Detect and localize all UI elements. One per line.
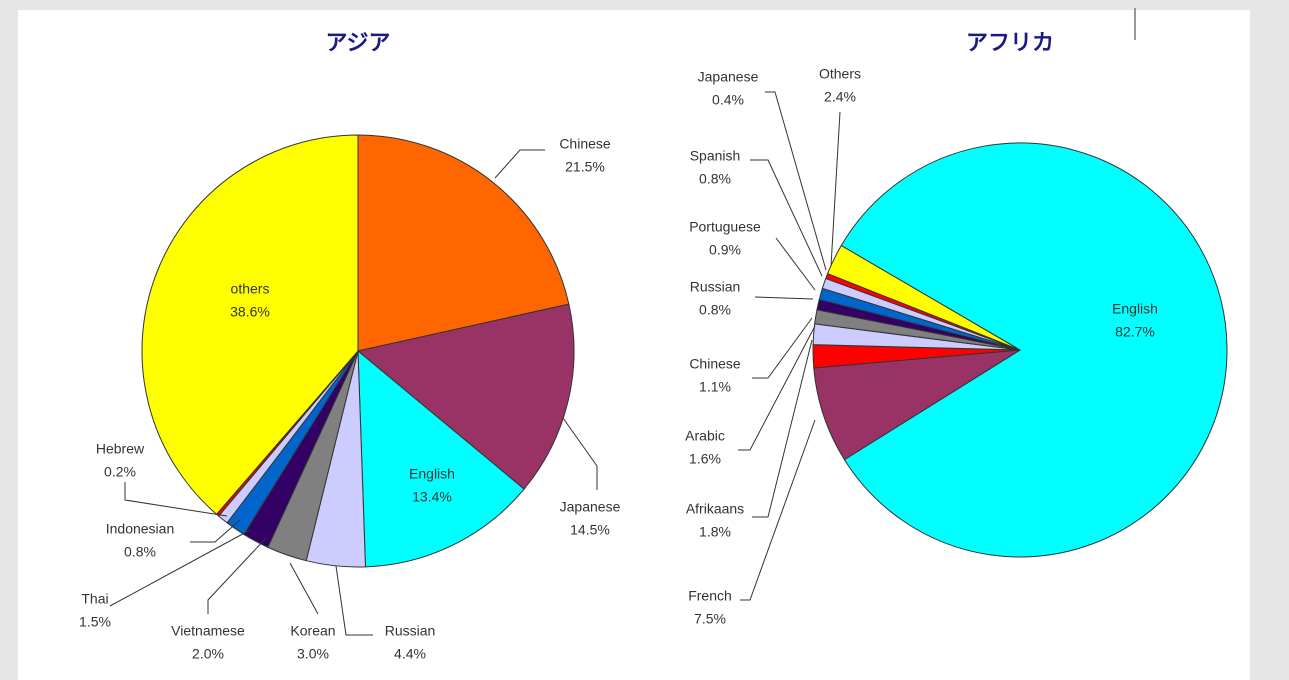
slice-value-label: 3.0% — [297, 646, 329, 662]
leader-line — [765, 91, 827, 271]
leader-line — [830, 111, 841, 267]
slice-label: Portuguese — [689, 219, 761, 235]
pie-slice — [357, 134, 570, 352]
slice-label: Japanese — [698, 69, 759, 85]
slice-value-label: 0.9% — [709, 242, 741, 258]
leader-line — [335, 565, 373, 636]
leader-line — [738, 325, 816, 451]
slice-value-label: 14.5% — [570, 522, 610, 538]
slice-label: English — [409, 466, 455, 482]
slice-label: Russian — [385, 623, 436, 639]
pie-slice — [826, 244, 1021, 351]
slice-value-label: 2.4% — [824, 89, 856, 105]
leader-line — [494, 149, 545, 179]
slice-label: Indonesian — [106, 521, 175, 537]
slice-label: French — [688, 588, 732, 604]
leader-line — [775, 237, 816, 291]
slice-label: Others — [819, 66, 861, 82]
slice-value-label: 0.8% — [699, 302, 731, 318]
slice-label: Arabic — [685, 428, 725, 444]
slice-value-label: 0.4% — [712, 92, 744, 108]
slice-label: Chinese — [559, 136, 611, 152]
pie-slice — [357, 349, 525, 568]
slice-label: Russian — [690, 279, 741, 295]
slice-label: Chinese — [689, 356, 741, 372]
slice-label: Vietnamese — [171, 623, 245, 639]
leader-line — [289, 562, 319, 615]
leader-line — [124, 482, 228, 517]
leader-line — [752, 339, 813, 518]
pie-slice — [840, 142, 1228, 558]
slice-value-label: 13.4% — [412, 489, 452, 505]
leader-line — [740, 419, 816, 601]
slice-value-label: 7.5% — [694, 611, 726, 627]
slice-label: Afrikaans — [686, 501, 744, 517]
slice-value-label: 21.5% — [565, 159, 605, 175]
leader-line — [190, 519, 241, 543]
leader-line — [109, 529, 251, 607]
slice-label: Spanish — [690, 148, 741, 164]
leader-line — [752, 317, 813, 379]
leader-line — [207, 537, 267, 614]
slice-value-label: 1.1% — [699, 379, 731, 395]
slice-value-label: 0.8% — [124, 544, 156, 560]
slice-label: Hebrew — [96, 441, 145, 457]
slice-value-label: 82.7% — [1115, 324, 1155, 340]
pie-slice — [813, 349, 1021, 461]
slice-value-label: 4.4% — [394, 646, 426, 662]
chart-title: アフリカ — [966, 31, 1054, 56]
leader-line — [754, 296, 814, 300]
slice-value-label: 0.2% — [104, 464, 136, 480]
slice-label: others — [231, 281, 270, 297]
slice-label: Japanese — [560, 499, 621, 515]
slice-label: Thai — [81, 591, 108, 607]
pie-slice — [141, 134, 359, 515]
slice-value-label: 1.8% — [699, 524, 731, 540]
slice-value-label: 1.6% — [689, 451, 721, 467]
leader-line — [750, 159, 823, 277]
slice-label: Korean — [290, 623, 335, 639]
slice-value-label: 0.8% — [699, 171, 731, 187]
chart-title: アジア — [325, 31, 390, 56]
slice-label: English — [1112, 301, 1158, 317]
leader-line — [562, 417, 598, 490]
slice-value-label: 38.6% — [230, 304, 270, 320]
slice-value-label: 1.5% — [79, 614, 111, 630]
slice-value-label: 2.0% — [192, 646, 224, 662]
pie-slice — [356, 303, 575, 490]
